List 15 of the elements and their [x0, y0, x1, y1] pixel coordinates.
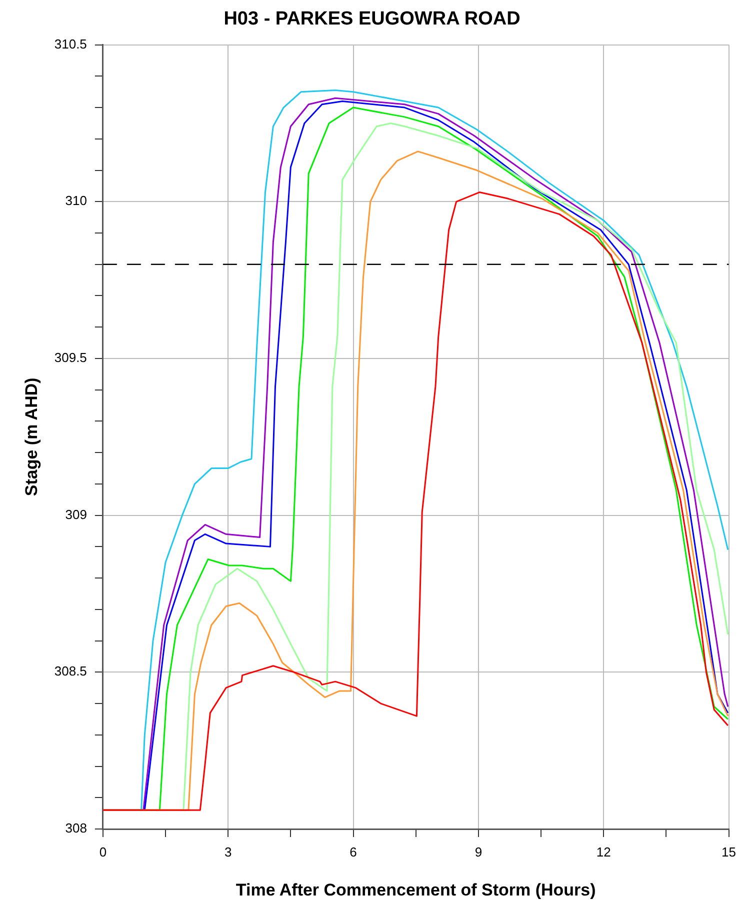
x-tick-label: 3	[224, 844, 232, 860]
y-tick-label: 310	[65, 193, 87, 208]
y-tick-label: 310.5	[54, 36, 87, 52]
x-tick-label: 9	[474, 844, 482, 860]
chart-title: H03 - PARKES EUGOWRA ROAD	[224, 8, 520, 30]
y-tick-label: 309.5	[54, 350, 87, 366]
y-tick-label: 308.5	[54, 664, 87, 679]
x-tick-label: 12	[596, 844, 611, 860]
x-tick-label: 6	[350, 844, 357, 860]
x-axis-title: Time After Commencement of Storm (Hours)	[236, 880, 596, 900]
y-tick-label: 309	[65, 506, 87, 522]
y-tick-label: 308	[65, 820, 87, 836]
x-tick-label: 0	[99, 844, 107, 860]
x-tick-label: 15	[722, 844, 736, 860]
y-axis-title: Stage (m AHD)	[22, 378, 41, 496]
